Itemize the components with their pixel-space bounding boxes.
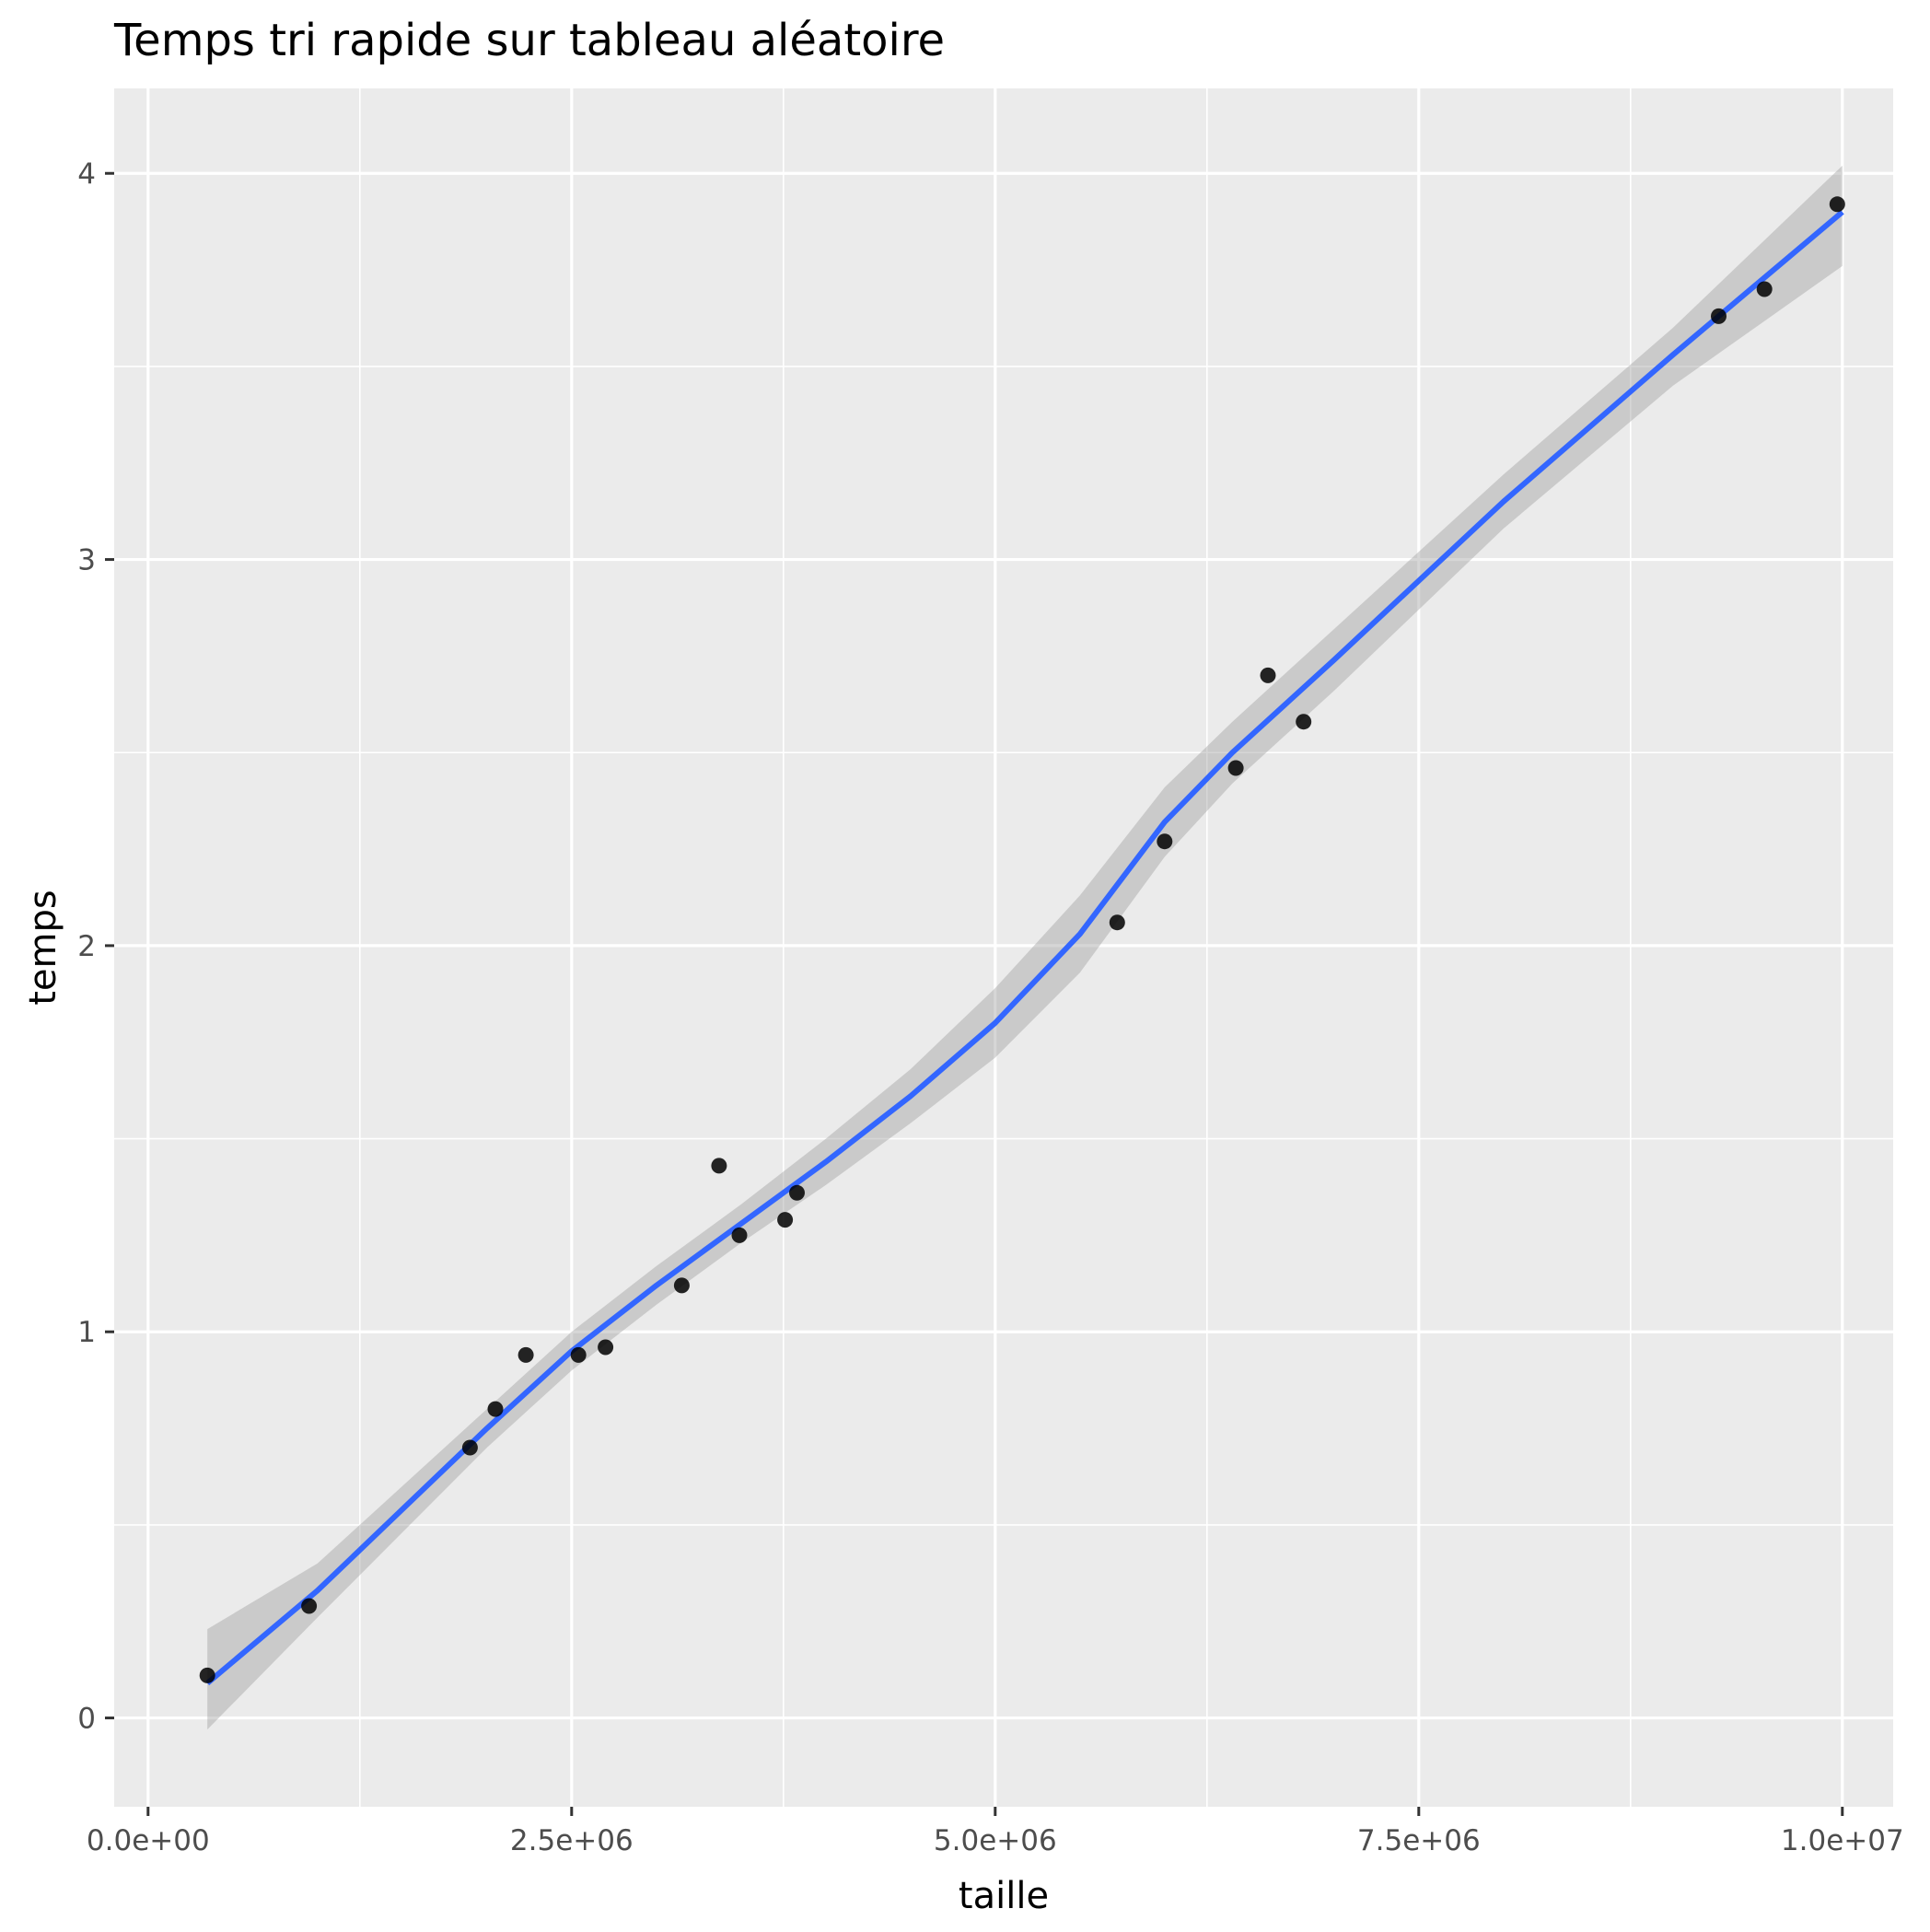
x-tick-label: 5.0e+06	[934, 1824, 1057, 1857]
data-point	[517, 1346, 534, 1363]
x-tick-label: 0.0e+00	[87, 1824, 210, 1857]
data-point	[487, 1401, 504, 1417]
data-points	[199, 196, 1845, 1683]
data-point	[598, 1339, 614, 1356]
smooth-line	[205, 209, 1844, 1686]
x-tick-label: 2.5e+06	[510, 1824, 634, 1857]
x-axis: 0.0e+00 2.5e+06 5.0e+06 7.5e+06 1.0e+07	[87, 1807, 1904, 1857]
plot-panel	[114, 88, 1893, 1807]
data-point	[789, 1184, 805, 1201]
y-tick-label: 4	[77, 157, 96, 191]
chart-title: Temps tri rapide sur tableau aléatoire	[113, 15, 945, 66]
data-point	[1260, 667, 1276, 683]
data-point	[461, 1439, 478, 1456]
data-point	[301, 1598, 318, 1614]
data-point	[1711, 308, 1727, 324]
x-tick-label: 1.0e+07	[1781, 1824, 1904, 1857]
y-axis: 0 1 2 3 4	[77, 157, 114, 1736]
data-point	[673, 1277, 690, 1294]
confidence-ribbon-layer	[207, 165, 1843, 1730]
panel-background	[114, 88, 1893, 1807]
data-point	[1157, 833, 1173, 850]
data-point	[1227, 760, 1244, 776]
y-tick-label: 3	[77, 544, 96, 577]
y-tick-label: 2	[77, 930, 96, 963]
grid-lines	[114, 88, 1893, 1807]
x-tick-label: 7.5e+06	[1357, 1824, 1481, 1857]
data-point	[1296, 714, 1312, 730]
data-point	[1109, 914, 1125, 931]
data-point	[1829, 196, 1845, 213]
data-point	[711, 1158, 727, 1174]
x-axis-title: taille	[959, 1875, 1049, 1917]
data-point	[731, 1227, 748, 1243]
confidence-ribbon	[207, 165, 1843, 1730]
data-point	[570, 1346, 587, 1363]
y-tick-label: 0	[77, 1703, 96, 1736]
data-point	[777, 1212, 794, 1228]
y-axis-title: temps	[22, 890, 64, 1006]
data-point	[1756, 281, 1773, 297]
y-tick-label: 1	[77, 1316, 96, 1349]
smooth-line-layer	[205, 209, 1844, 1686]
data-point	[199, 1667, 215, 1683]
